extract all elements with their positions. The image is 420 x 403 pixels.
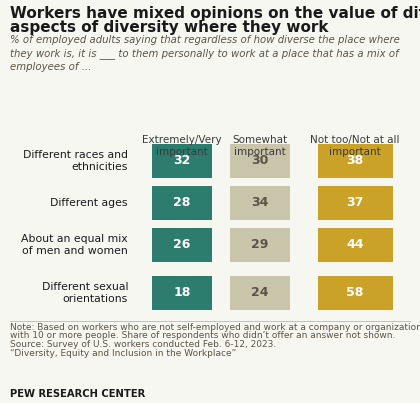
FancyBboxPatch shape xyxy=(318,144,393,178)
Text: 37: 37 xyxy=(346,197,364,210)
FancyBboxPatch shape xyxy=(230,276,290,310)
Text: 58: 58 xyxy=(346,287,364,299)
Text: About an equal mix
of men and women: About an equal mix of men and women xyxy=(21,234,128,256)
FancyBboxPatch shape xyxy=(318,186,393,220)
FancyBboxPatch shape xyxy=(152,276,212,310)
FancyBboxPatch shape xyxy=(230,228,290,262)
Text: 29: 29 xyxy=(251,239,269,251)
Text: Not too/Not at all
important: Not too/Not at all important xyxy=(310,135,400,157)
Text: 28: 28 xyxy=(173,197,191,210)
Text: 34: 34 xyxy=(251,197,269,210)
FancyBboxPatch shape xyxy=(152,228,212,262)
FancyBboxPatch shape xyxy=(318,228,393,262)
Text: Different ages: Different ages xyxy=(50,198,128,208)
Text: 26: 26 xyxy=(173,239,191,251)
Text: 32: 32 xyxy=(173,154,191,168)
Text: % of employed adults saying that regardless of how diverse the place where
they : % of employed adults saying that regardl… xyxy=(10,35,400,72)
Text: PEW RESEARCH CENTER: PEW RESEARCH CENTER xyxy=(10,389,145,399)
Text: 24: 24 xyxy=(251,287,269,299)
Text: Workers have mixed opinions on the value of different: Workers have mixed opinions on the value… xyxy=(10,6,420,21)
FancyBboxPatch shape xyxy=(230,186,290,220)
Text: Note: Based on workers who are not self-employed and work at a company or organi: Note: Based on workers who are not self-… xyxy=(10,323,420,332)
Text: Different sexual
orientations: Different sexual orientations xyxy=(42,282,128,304)
Text: 44: 44 xyxy=(346,239,364,251)
Text: Somewhat
important: Somewhat important xyxy=(232,135,288,157)
FancyBboxPatch shape xyxy=(318,276,393,310)
Text: “Diversity, Equity and Inclusion in the Workplace”: “Diversity, Equity and Inclusion in the … xyxy=(10,349,236,357)
FancyBboxPatch shape xyxy=(152,186,212,220)
Text: Extremely/Very
important: Extremely/Very important xyxy=(142,135,222,157)
Text: 30: 30 xyxy=(251,154,269,168)
Text: Source: Survey of U.S. workers conducted Feb. 6-12, 2023.: Source: Survey of U.S. workers conducted… xyxy=(10,340,276,349)
Text: Different races and
ethnicities: Different races and ethnicities xyxy=(23,150,128,172)
FancyBboxPatch shape xyxy=(230,144,290,178)
Text: with 10 or more people. Share of respondents who didn’t offer an answer not show: with 10 or more people. Share of respond… xyxy=(10,332,395,341)
Text: 18: 18 xyxy=(173,287,191,299)
FancyBboxPatch shape xyxy=(152,144,212,178)
Text: aspects of diversity where they work: aspects of diversity where they work xyxy=(10,20,328,35)
Text: 38: 38 xyxy=(346,154,364,168)
